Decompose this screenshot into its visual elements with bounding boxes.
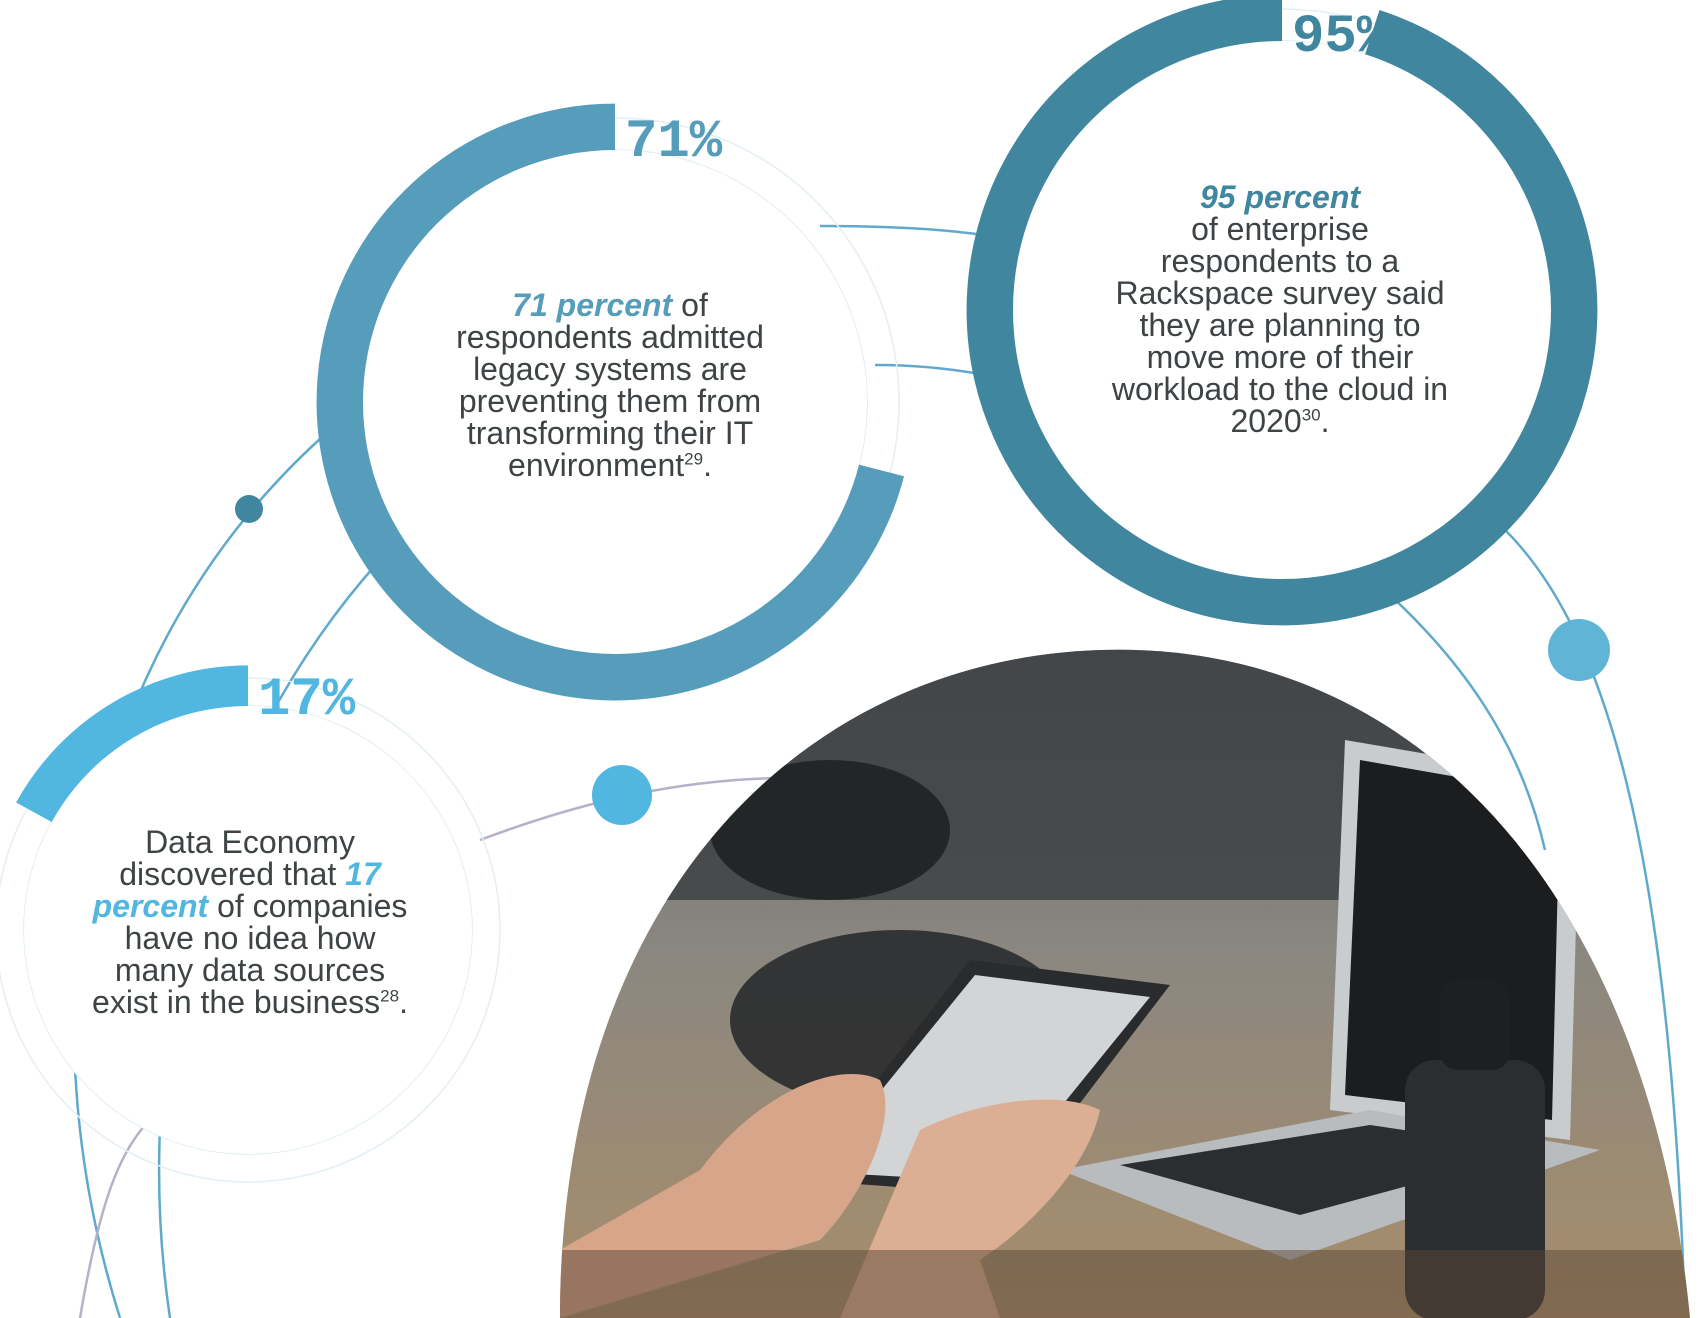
stat-95-highlight: 95 percent	[1199, 179, 1361, 215]
stat-71-text: of respondents admitted legacy systems a…	[456, 287, 764, 483]
stat-71-highlight: 71 percent	[512, 287, 673, 323]
stat-95-arc	[966, 0, 1598, 626]
stat-17-text-before: Data Economy discovered that	[119, 824, 355, 892]
stat-ring-95: 95%	[966, 0, 1598, 626]
stat-ring-71: 71%	[316, 103, 905, 701]
stat-17-inner-cover	[24, 706, 472, 1154]
connector-top-1	[819, 224, 991, 238]
stat-71-arc	[316, 103, 905, 701]
connector-right-inner	[1389, 594, 1547, 851]
connector-right-outer	[1499, 524, 1687, 1318]
stat-71-inner-cover	[363, 150, 867, 654]
stat-17-text: of companies have no idea how many data …	[92, 888, 408, 1020]
stat-17-footnote: 28	[380, 986, 400, 1006]
stat-95-period: .	[1320, 403, 1330, 439]
connector-arc-lilac	[78, 1119, 151, 1318]
stat-71-period: .	[703, 447, 712, 483]
connector-dot-small	[235, 495, 263, 523]
stat-71-label: 71%	[625, 112, 723, 173]
connector-dot-right	[1548, 619, 1610, 681]
stat-71-description: 71 percent of respondents admitted legac…	[430, 289, 790, 481]
stat-95-text: of enterprise respondents to a Rackspace…	[1111, 211, 1449, 439]
stat-17-period: .	[399, 984, 408, 1020]
stat-95-inner-cover	[1013, 41, 1551, 579]
stat-17-track	[0, 677, 501, 1183]
stat-95-label: 95%	[1292, 7, 1390, 68]
stat-17-description: Data Economy discovered that 17 percent …	[90, 826, 410, 1018]
connector-dot-medium	[592, 765, 652, 825]
stat-95-footnote: 30	[1301, 405, 1321, 425]
stat-17-arc	[16, 665, 249, 829]
stat-17-label: 17%	[258, 670, 356, 731]
stat-ring-17: 17%	[0, 665, 501, 1183]
stat-95-description: 95 percent of enterprise respondents to a…	[1110, 181, 1450, 437]
photo	[560, 649, 1690, 1318]
stat-17-highlight: 17 percent	[92, 856, 381, 924]
stat-71-footnote: 29	[684, 449, 704, 469]
